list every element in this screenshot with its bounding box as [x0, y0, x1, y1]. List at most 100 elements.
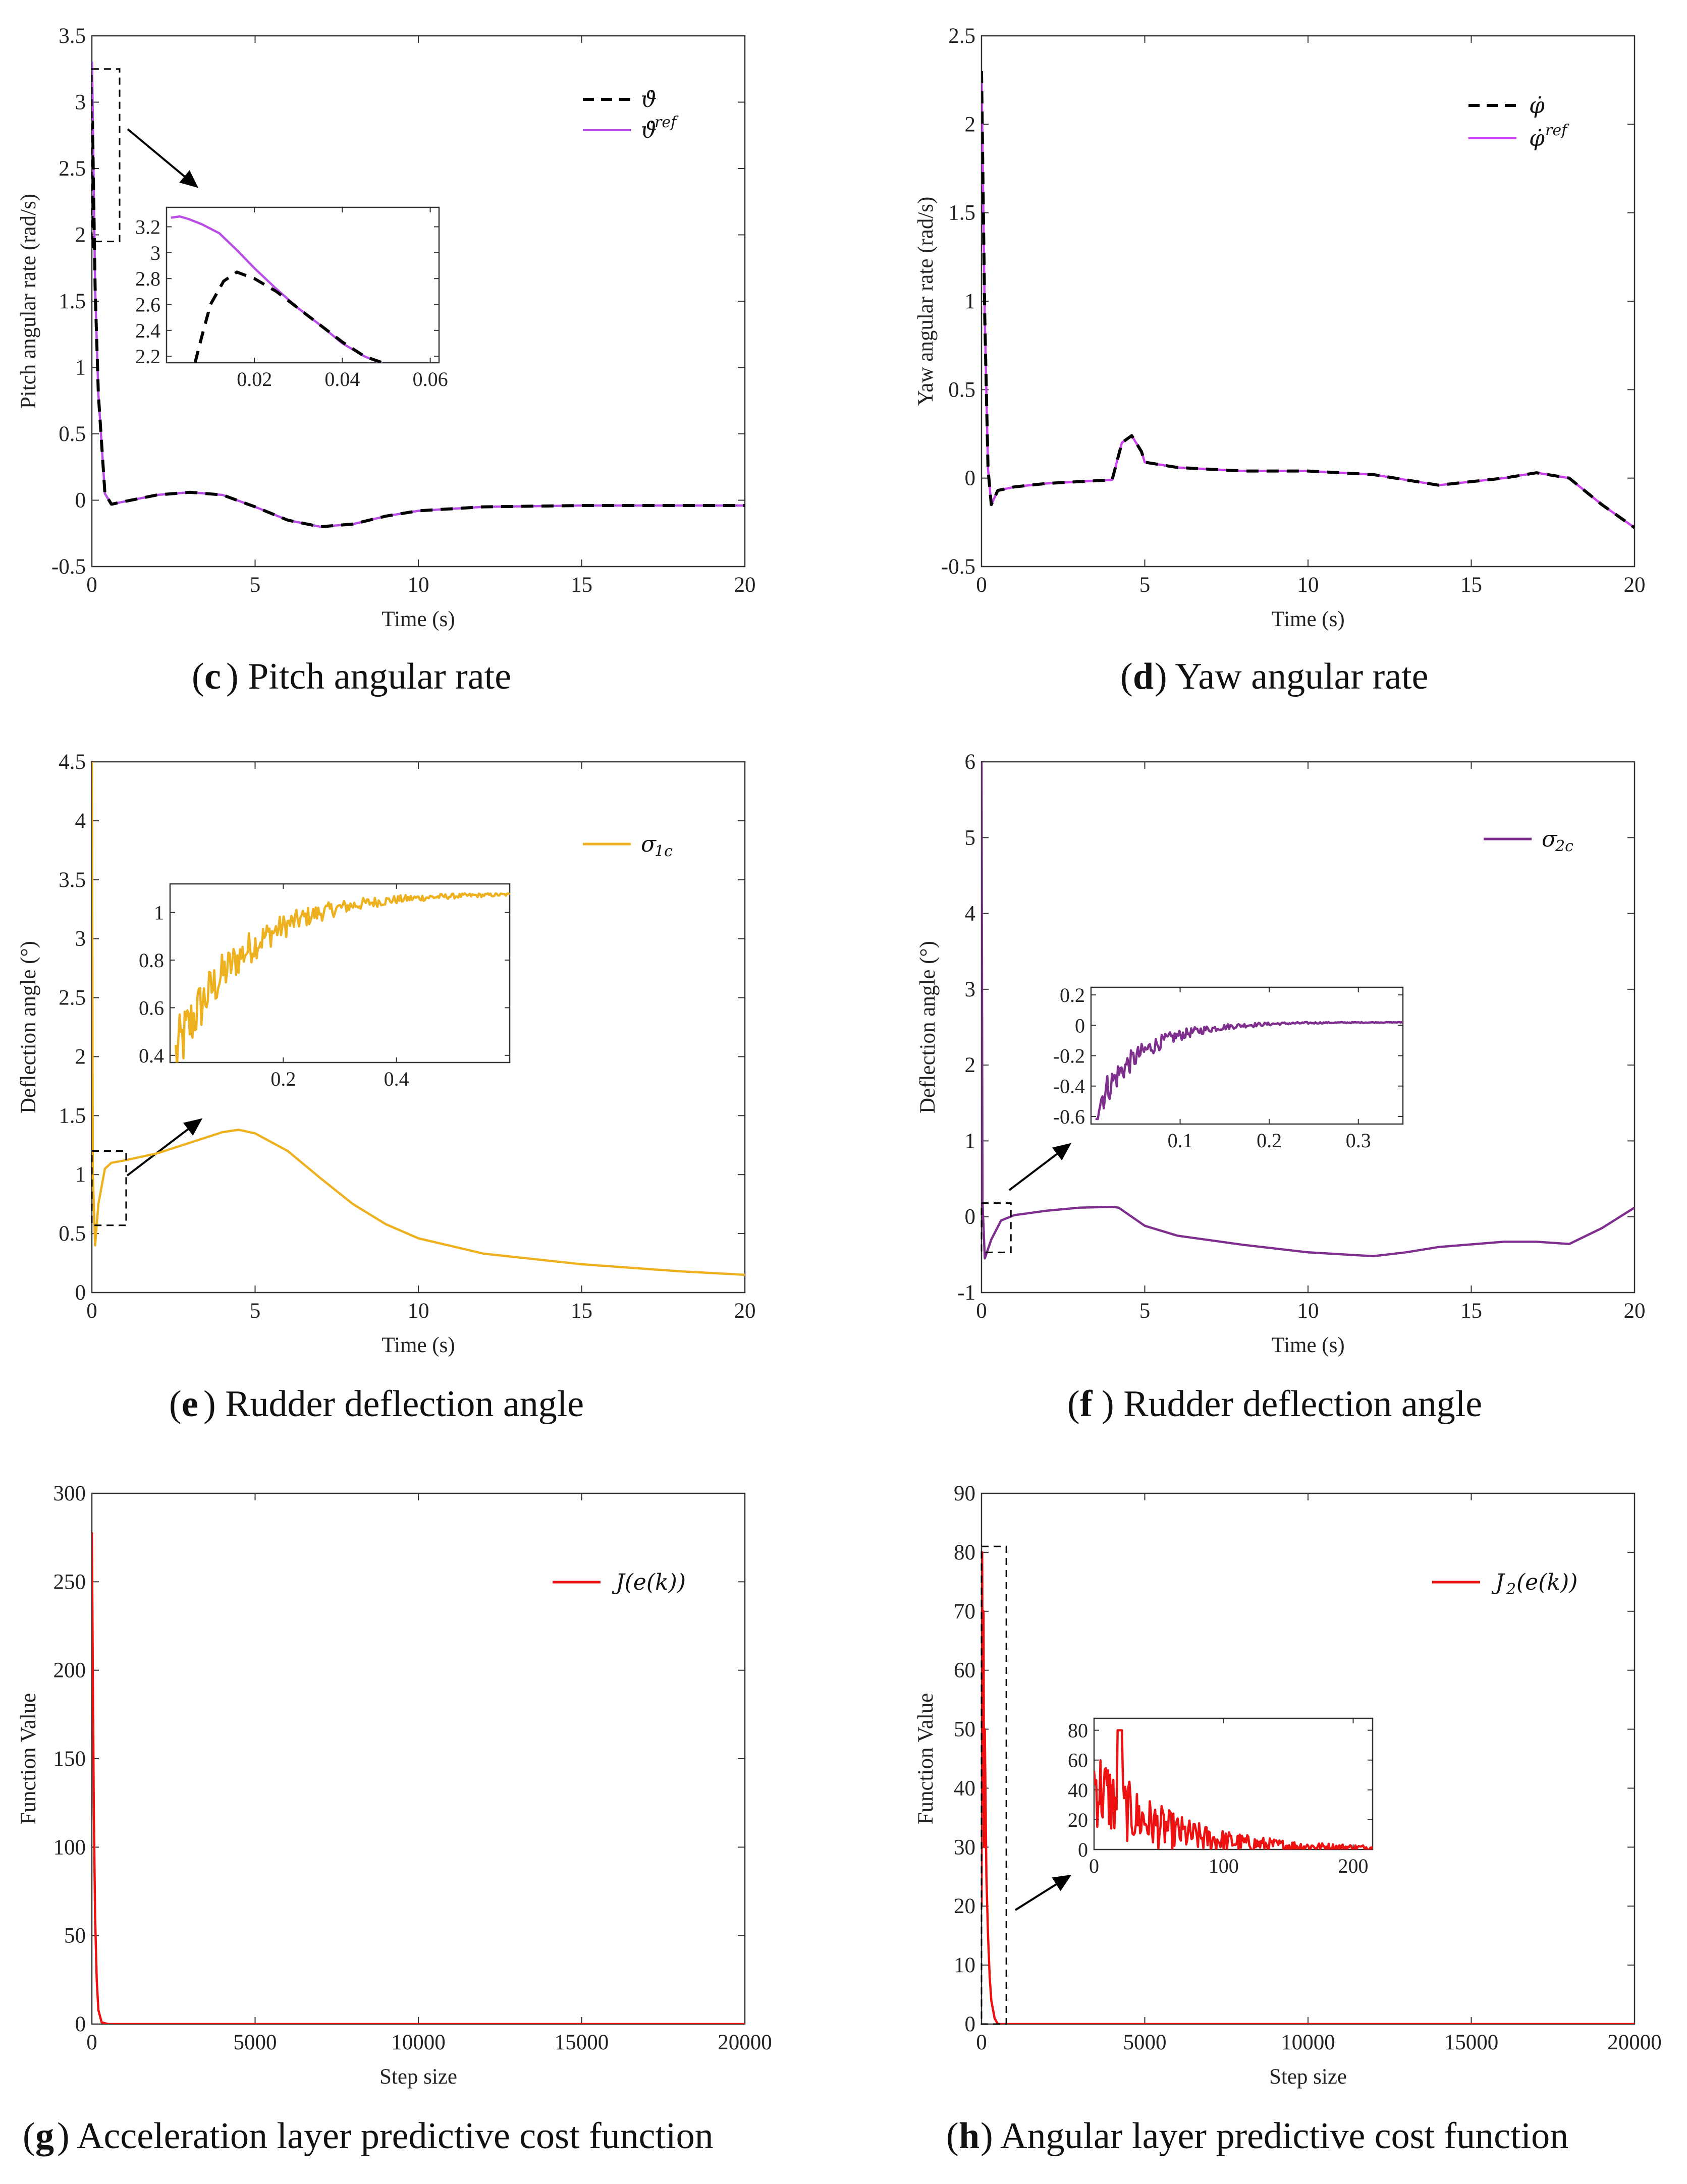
legend-label-theta-dot: ϑ̇ [641, 87, 657, 113]
y-tick-label: 1.5 [59, 290, 86, 313]
legend: φ̇ φ̇ ref [1468, 93, 1569, 151]
y-tick-label: 60 [954, 1659, 975, 1683]
series-line-0 [92, 1532, 745, 2024]
y-tick-label: 0 [1078, 1838, 1088, 1861]
y-tick-label: 1 [965, 1129, 976, 1153]
legend-label-sigma-2c: σ [1542, 826, 1558, 852]
x-tick-label: 0.4 [384, 1068, 409, 1090]
caption-open-paren: ( [23, 2115, 35, 2157]
x-tick-label: 5 [250, 1299, 261, 1323]
y-tick-label: -0.4 [1053, 1075, 1085, 1098]
y-tick-label: 1 [75, 356, 86, 380]
y-tick-label: 100 [53, 1835, 86, 1859]
y-tick-label: 2.4 [135, 319, 160, 342]
y-tick-label: 0.5 [59, 422, 86, 446]
y-tick-label: 0 [75, 489, 86, 513]
x-tick-label: 20 [734, 573, 756, 597]
x-tick-label: 5000 [1123, 2031, 1167, 2054]
y-tick-label: 2 [965, 1053, 976, 1077]
x-tick-label: 10 [408, 573, 429, 597]
legend-label-theta-dot-ref: ϑ̇ [641, 118, 657, 143]
zoom-arrow [1014, 1874, 1072, 1911]
series-line-0 [92, 120, 745, 529]
legend-label-sigma-1c-sub: 1c [655, 843, 673, 860]
y-tick-label: 6 [965, 750, 976, 774]
y-tick-label: 4 [75, 809, 86, 833]
y-tick-label: 3.5 [59, 24, 86, 48]
y-tick-label: 2.8 [135, 267, 160, 290]
y-tick-label: 1 [75, 1163, 86, 1187]
legend-label-sigma-1c: σ [641, 831, 657, 857]
y-tick-label: -0.5 [941, 555, 975, 579]
y-tick-label: 0.5 [948, 378, 975, 402]
legend: σ 2c [1484, 826, 1573, 855]
x-tick-label: 20 [1624, 573, 1646, 597]
zoom-region-box [981, 1202, 1012, 1253]
y-tick-label: 150 [53, 1747, 86, 1771]
caption-open-paren: ( [1120, 656, 1133, 697]
zoom-region-box [981, 1545, 1007, 2025]
x-tick-label: 15000 [1444, 2031, 1499, 2054]
y-tick-label: 90 [954, 1482, 975, 1505]
series-line-0 [982, 1551, 1635, 2024]
x-axis-label: Time (s) [382, 607, 455, 631]
y-tick-label: 1.5 [59, 1104, 86, 1128]
y-tick-label: 0.5 [59, 1222, 86, 1246]
y-tick-label: 40 [954, 1776, 975, 1800]
x-tick-label: 0.02 [237, 368, 272, 390]
x-tick-label: 100 [1209, 1855, 1239, 1877]
series-line-0 [92, 762, 745, 1276]
x-tick-label: 15 [571, 1299, 592, 1323]
caption-open-paren: ( [1067, 1383, 1080, 1425]
x-tick-label: 0.2 [1257, 1129, 1282, 1152]
y-tick-label: 80 [1068, 1719, 1088, 1742]
x-tick-label: 0.1 [1168, 1129, 1193, 1152]
y-tick-label: 3 [150, 242, 160, 264]
y-tick-label: 30 [954, 1835, 975, 1859]
y-axis-label: Deflection angle (°) [17, 941, 40, 1113]
x-tick-label: 10 [1297, 1299, 1319, 1323]
x-tick-label: 10 [1297, 573, 1319, 597]
caption-letter: c [204, 656, 221, 697]
panel-g: Step size Function Value J(e(k)) ( g ) A… [17, 1492, 746, 2157]
legend-label-phi-dot-ref-sup: ref [1545, 122, 1569, 139]
y-tick-label: 0.6 [139, 996, 164, 1019]
x-axis-label: Time (s) [1271, 607, 1344, 631]
y-tick-label: 2 [965, 113, 976, 136]
y-tick-label: 0 [1075, 1014, 1085, 1037]
y-tick-label: 2.5 [59, 986, 86, 1010]
legend: σ 1c [583, 831, 673, 860]
y-axis-label: Pitch angular rate (rad/s) [17, 194, 40, 409]
y-tick-label: 2 [75, 223, 86, 247]
caption-text: ) Rudder deflection angle [1102, 1383, 1482, 1425]
y-tick-label: 5 [965, 826, 976, 850]
x-tick-label: 0 [976, 2031, 987, 2054]
y-tick-label: 0 [75, 2012, 86, 2036]
x-tick-label: 0.3 [1346, 1129, 1371, 1152]
y-tick-label: 0.4 [139, 1044, 164, 1067]
x-tick-label: 0 [1089, 1855, 1099, 1877]
legend-label-J2-sub: 2 [1506, 1581, 1516, 1598]
y-tick-label: 10 [954, 1953, 975, 1977]
y-tick-label: 0 [965, 2012, 976, 2036]
x-tick-label: 20 [734, 1299, 756, 1323]
inset-series-line [174, 892, 510, 1062]
caption-letter: f [1080, 1383, 1093, 1425]
series-line-0 [982, 71, 1635, 529]
y-tick-label: 3 [965, 978, 976, 1001]
y-tick-label: 3 [75, 927, 86, 951]
y-axis-label: Function Value [914, 1693, 938, 1825]
legend-label-phi-dot: φ̇ [1529, 93, 1545, 119]
y-tick-label: 3 [75, 91, 86, 115]
x-tick-label: 20000 [718, 2031, 772, 2054]
legend: J(e(k)) [553, 1570, 686, 1595]
y-tick-label: 40 [1068, 1779, 1088, 1802]
y-tick-label: 4.5 [59, 750, 86, 774]
x-tick-label: 10 [408, 1299, 429, 1323]
legend-label-sigma-2c-sub: 2c [1555, 837, 1573, 855]
y-tick-label: 70 [954, 1600, 975, 1623]
inset-plot-area [1090, 986, 1404, 1125]
caption-open-paren: ( [946, 2115, 959, 2157]
y-tick-label: 2.5 [59, 157, 86, 181]
inset-series-line [1094, 1729, 1373, 1850]
